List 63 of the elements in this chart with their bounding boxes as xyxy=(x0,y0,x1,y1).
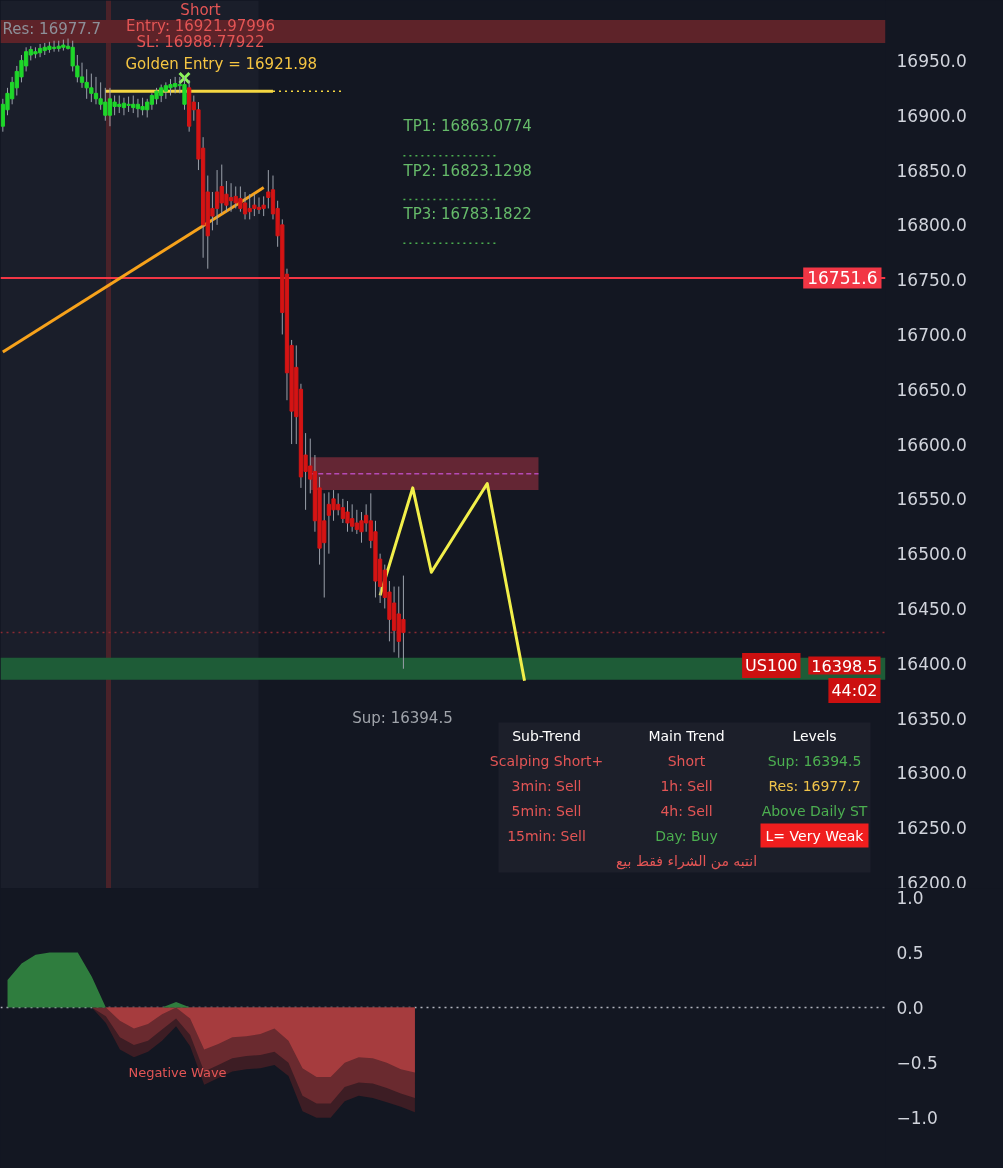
y-tick-label: 16750.0 xyxy=(896,270,967,291)
annotation: Scalping Short+ xyxy=(489,752,604,769)
annotation: Sup: 16394.5 xyxy=(767,752,862,769)
candlestick xyxy=(345,500,350,533)
annotation: 1h: Sell xyxy=(660,777,713,794)
annotation: Sup: 16394.5 xyxy=(352,708,453,727)
y-tick-label: −1.0 xyxy=(896,1108,938,1129)
candlestick xyxy=(121,97,127,116)
ref-line-label: 16751.6 xyxy=(807,268,878,289)
y-tick-label: 16650.0 xyxy=(896,379,967,400)
line-series xyxy=(378,482,527,683)
y-tick-label: 0.0 xyxy=(896,998,924,1019)
annotation: L= Very Weak xyxy=(765,827,865,844)
y-tick-label: 16600.0 xyxy=(896,434,967,455)
annotation: 44:02 xyxy=(831,681,878,700)
y-tick-label: −0.5 xyxy=(896,1053,938,1074)
candlestick xyxy=(261,195,266,217)
annotation: Res: 16977.7 xyxy=(2,19,102,38)
annotation: 5min: Sell xyxy=(511,802,582,819)
annotation: Entry: 16921.97996 xyxy=(126,16,275,35)
candlestick xyxy=(326,491,332,555)
y-tick-label: 16300.0 xyxy=(896,763,967,784)
annotation: 3min: Sell xyxy=(511,777,582,794)
annotation: US100 xyxy=(745,656,798,675)
annotation: Negative Wave xyxy=(128,1065,227,1080)
y-tick-label: 16800.0 xyxy=(896,215,967,236)
candlestick xyxy=(51,40,57,53)
y-tick-label: 16950.0 xyxy=(896,50,967,71)
candlestick xyxy=(256,196,262,215)
y-tick-label: 16250.0 xyxy=(896,818,967,839)
candlestick xyxy=(37,43,43,58)
y-tick-label: 16850.0 xyxy=(896,160,967,181)
annotation: 4h: Sell xyxy=(660,802,713,819)
annotation: Levels xyxy=(792,727,837,744)
annotation: Sub-Trend xyxy=(512,727,581,744)
y-tick-label: 16400.0 xyxy=(896,653,967,674)
annotation: Golden Entry = 16921.98 xyxy=(125,54,318,73)
annotation: Res: 16977.7 xyxy=(768,777,861,794)
candlestick xyxy=(79,62,85,89)
y-tick-label: 1.0 xyxy=(896,887,924,908)
candlestick xyxy=(107,87,113,127)
annotation: 16398.5 xyxy=(811,656,878,676)
y-tick-label: 16900.0 xyxy=(896,105,967,126)
candlestick xyxy=(135,98,141,118)
y-tick-label: 16450.0 xyxy=(896,598,967,619)
annotation: Main Trend xyxy=(648,727,725,744)
annotation: Short xyxy=(180,0,221,19)
y-tick-label: 16550.0 xyxy=(896,489,967,510)
annotation: Above Daily ST xyxy=(761,802,868,819)
annotation: Short xyxy=(667,752,706,769)
candlestick xyxy=(242,191,248,220)
annotation: TP1: 16863.0774 xyxy=(402,116,532,135)
y-tick-label: 0.5 xyxy=(896,942,924,963)
annotation: Day: Buy xyxy=(655,827,718,844)
annotation: TP2: 16823.1298 xyxy=(402,161,532,180)
y-tick-label: 16350.0 xyxy=(896,708,967,729)
candlestick xyxy=(228,182,234,213)
annotation: 15min: Sell xyxy=(507,827,586,844)
annotation: انتبه من الشراء فقط بيع xyxy=(615,852,758,870)
candlestick xyxy=(214,169,220,226)
annotation: TP3: 16783.1822 xyxy=(402,204,532,223)
y-tick-label: 16500.0 xyxy=(896,544,967,565)
y-tick-label: 16700.0 xyxy=(896,324,967,345)
